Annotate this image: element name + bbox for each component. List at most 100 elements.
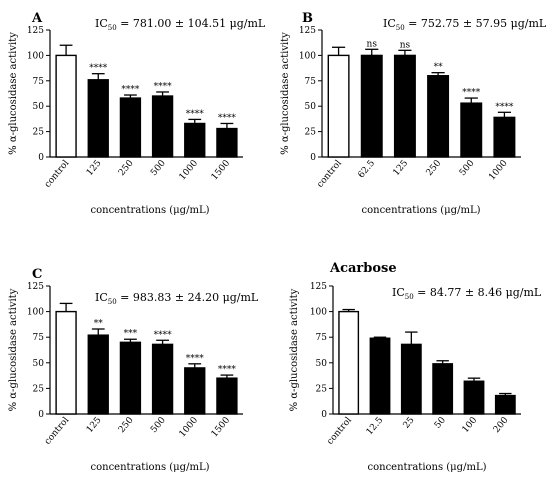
x-tick-label: 1000: [178, 158, 201, 182]
bar-control: [338, 310, 360, 415]
significance-label: ***: [124, 329, 138, 339]
y-axis-title: % α-glucosidase activity: [8, 32, 19, 155]
significance-label: ****: [121, 85, 140, 95]
significance-label: ns: [400, 40, 411, 50]
significance-label: ****: [186, 354, 205, 364]
x-tick-label: 62.5: [357, 158, 378, 180]
y-tick-label: 0: [321, 410, 327, 420]
chart-panel-4: Acarbose IC50 = 84.77 ± 8.46 μg/mL 0 25 50 75…: [289, 261, 542, 473]
x-tick-label: 125: [85, 415, 104, 435]
y-tick-label: 0: [38, 410, 44, 420]
bar-125: [87, 79, 109, 158]
x-axis-title: concentrations (μg/mL): [91, 462, 210, 473]
x-axis-title: concentrations (μg/mL): [368, 462, 487, 473]
x-axis-title: concentrations (μg/mL): [91, 205, 210, 216]
y-tick-label: 125: [27, 282, 44, 292]
x-tick-label: 1000: [178, 415, 201, 439]
y-axis-title: % α-glucosidase activity: [8, 288, 19, 411]
significance-label: ****: [495, 102, 514, 112]
significance-label: **: [94, 319, 104, 329]
x-tick-label: 250: [425, 158, 444, 178]
ic50-label: IC50 = 84.77 ± 8.46 μg/mL: [392, 286, 542, 301]
bar-control: [55, 54, 77, 158]
y-tick-label: 100: [310, 308, 327, 318]
x-tick-label: control: [43, 158, 72, 189]
y-tick-label: 25: [305, 128, 317, 138]
bar-500: [151, 95, 174, 158]
x-tick-label: control: [43, 415, 72, 446]
x-tick-label: 1500: [210, 415, 233, 439]
y-tick-label: 50: [33, 359, 45, 369]
x-tick-label: 12.5: [365, 415, 386, 437]
bar-1500: [216, 127, 238, 158]
y-tick-label: 25: [33, 384, 45, 394]
x-tick-label: 50: [433, 415, 448, 430]
panel-label: A: [31, 11, 43, 26]
bar-control: [55, 310, 77, 415]
y-tick-label: 125: [310, 282, 327, 292]
significance-label: ****: [154, 330, 173, 340]
x-axis-title: concentrations (μg/mL): [362, 205, 481, 216]
ic50-label: IC50 = 983.83 ± 24.20 μg/mL: [95, 291, 259, 306]
y-tick-label: 25: [33, 128, 45, 138]
y-tick-label: 75: [33, 333, 45, 343]
x-tick-label: 125: [392, 158, 411, 178]
y-axis-title: % α-glucosidase activity: [280, 32, 291, 155]
bar-12.5: [369, 337, 391, 415]
x-tick-label: 25: [402, 415, 417, 430]
y-tick-label: 100: [299, 51, 316, 61]
bar-100: [463, 380, 485, 415]
bar-control: [327, 54, 350, 158]
bar-500: [460, 102, 483, 158]
ic50-label: IC50 = 781.00 ± 104.51 μg/mL: [95, 17, 266, 32]
significance-label: ns: [367, 39, 378, 49]
significance-label: ****: [186, 109, 205, 119]
significance-label: ****: [462, 88, 481, 98]
y-tick-label: 100: [27, 308, 44, 318]
y-tick-label: 0: [310, 153, 316, 163]
x-tick-label: 1500: [210, 158, 233, 182]
x-tick-label: 250: [117, 158, 136, 178]
bar-25: [400, 343, 422, 415]
chart-panel-3: C IC50 = 983.83 ± 24.20 μg/mL 0 25 50 75 100 12…: [8, 267, 259, 473]
bar-125: [393, 54, 416, 158]
bar-1500: [216, 377, 238, 415]
chart-panel-2: B IC50 = 752.75 ± 57.95 μg/mL 0 25 50 75 100 12…: [280, 11, 547, 216]
x-tick-label: 500: [458, 158, 477, 178]
bar-250: [119, 341, 142, 415]
y-axis-title: % α-glucosidase activity: [289, 288, 300, 411]
bar-1000: [184, 122, 206, 158]
y-tick-label: 50: [305, 102, 317, 112]
x-tick-label: 250: [117, 415, 136, 435]
bar-50: [432, 363, 454, 415]
chart-panel-1: A IC50 = 781.00 ± 104.51 μg/mL 0 25 50 75 100 1…: [8, 11, 266, 216]
bar-500: [151, 343, 174, 415]
bar-62.5: [360, 54, 383, 158]
bar-1000: [493, 116, 516, 158]
chart-title: Acarbose: [329, 261, 397, 276]
y-tick-label: 50: [33, 102, 45, 112]
significance-label: ****: [154, 82, 173, 92]
significance-label: ****: [89, 64, 108, 74]
bar-250: [119, 97, 142, 158]
significance-label: **: [434, 63, 444, 73]
panel-label: B: [302, 11, 313, 26]
bar-200: [494, 394, 516, 415]
significance-label: ****: [218, 365, 237, 375]
y-tick-label: 125: [27, 26, 44, 36]
bar-1000: [184, 367, 206, 415]
y-tick-label: 125: [299, 26, 316, 36]
y-tick-label: 100: [27, 51, 44, 61]
y-tick-label: 75: [305, 77, 317, 87]
y-tick-label: 75: [316, 333, 328, 343]
x-tick-label: control: [315, 158, 344, 189]
y-tick-label: 50: [316, 359, 328, 369]
significance-label: ****: [218, 113, 237, 123]
x-tick-label: control: [325, 415, 354, 446]
x-tick-label: 1000: [487, 158, 510, 182]
ic50-label: IC50 = 752.75 ± 57.95 μg/mL: [383, 17, 547, 32]
y-tick-label: 0: [38, 153, 44, 163]
x-tick-label: 200: [492, 415, 511, 435]
x-tick-label: 500: [149, 415, 168, 435]
